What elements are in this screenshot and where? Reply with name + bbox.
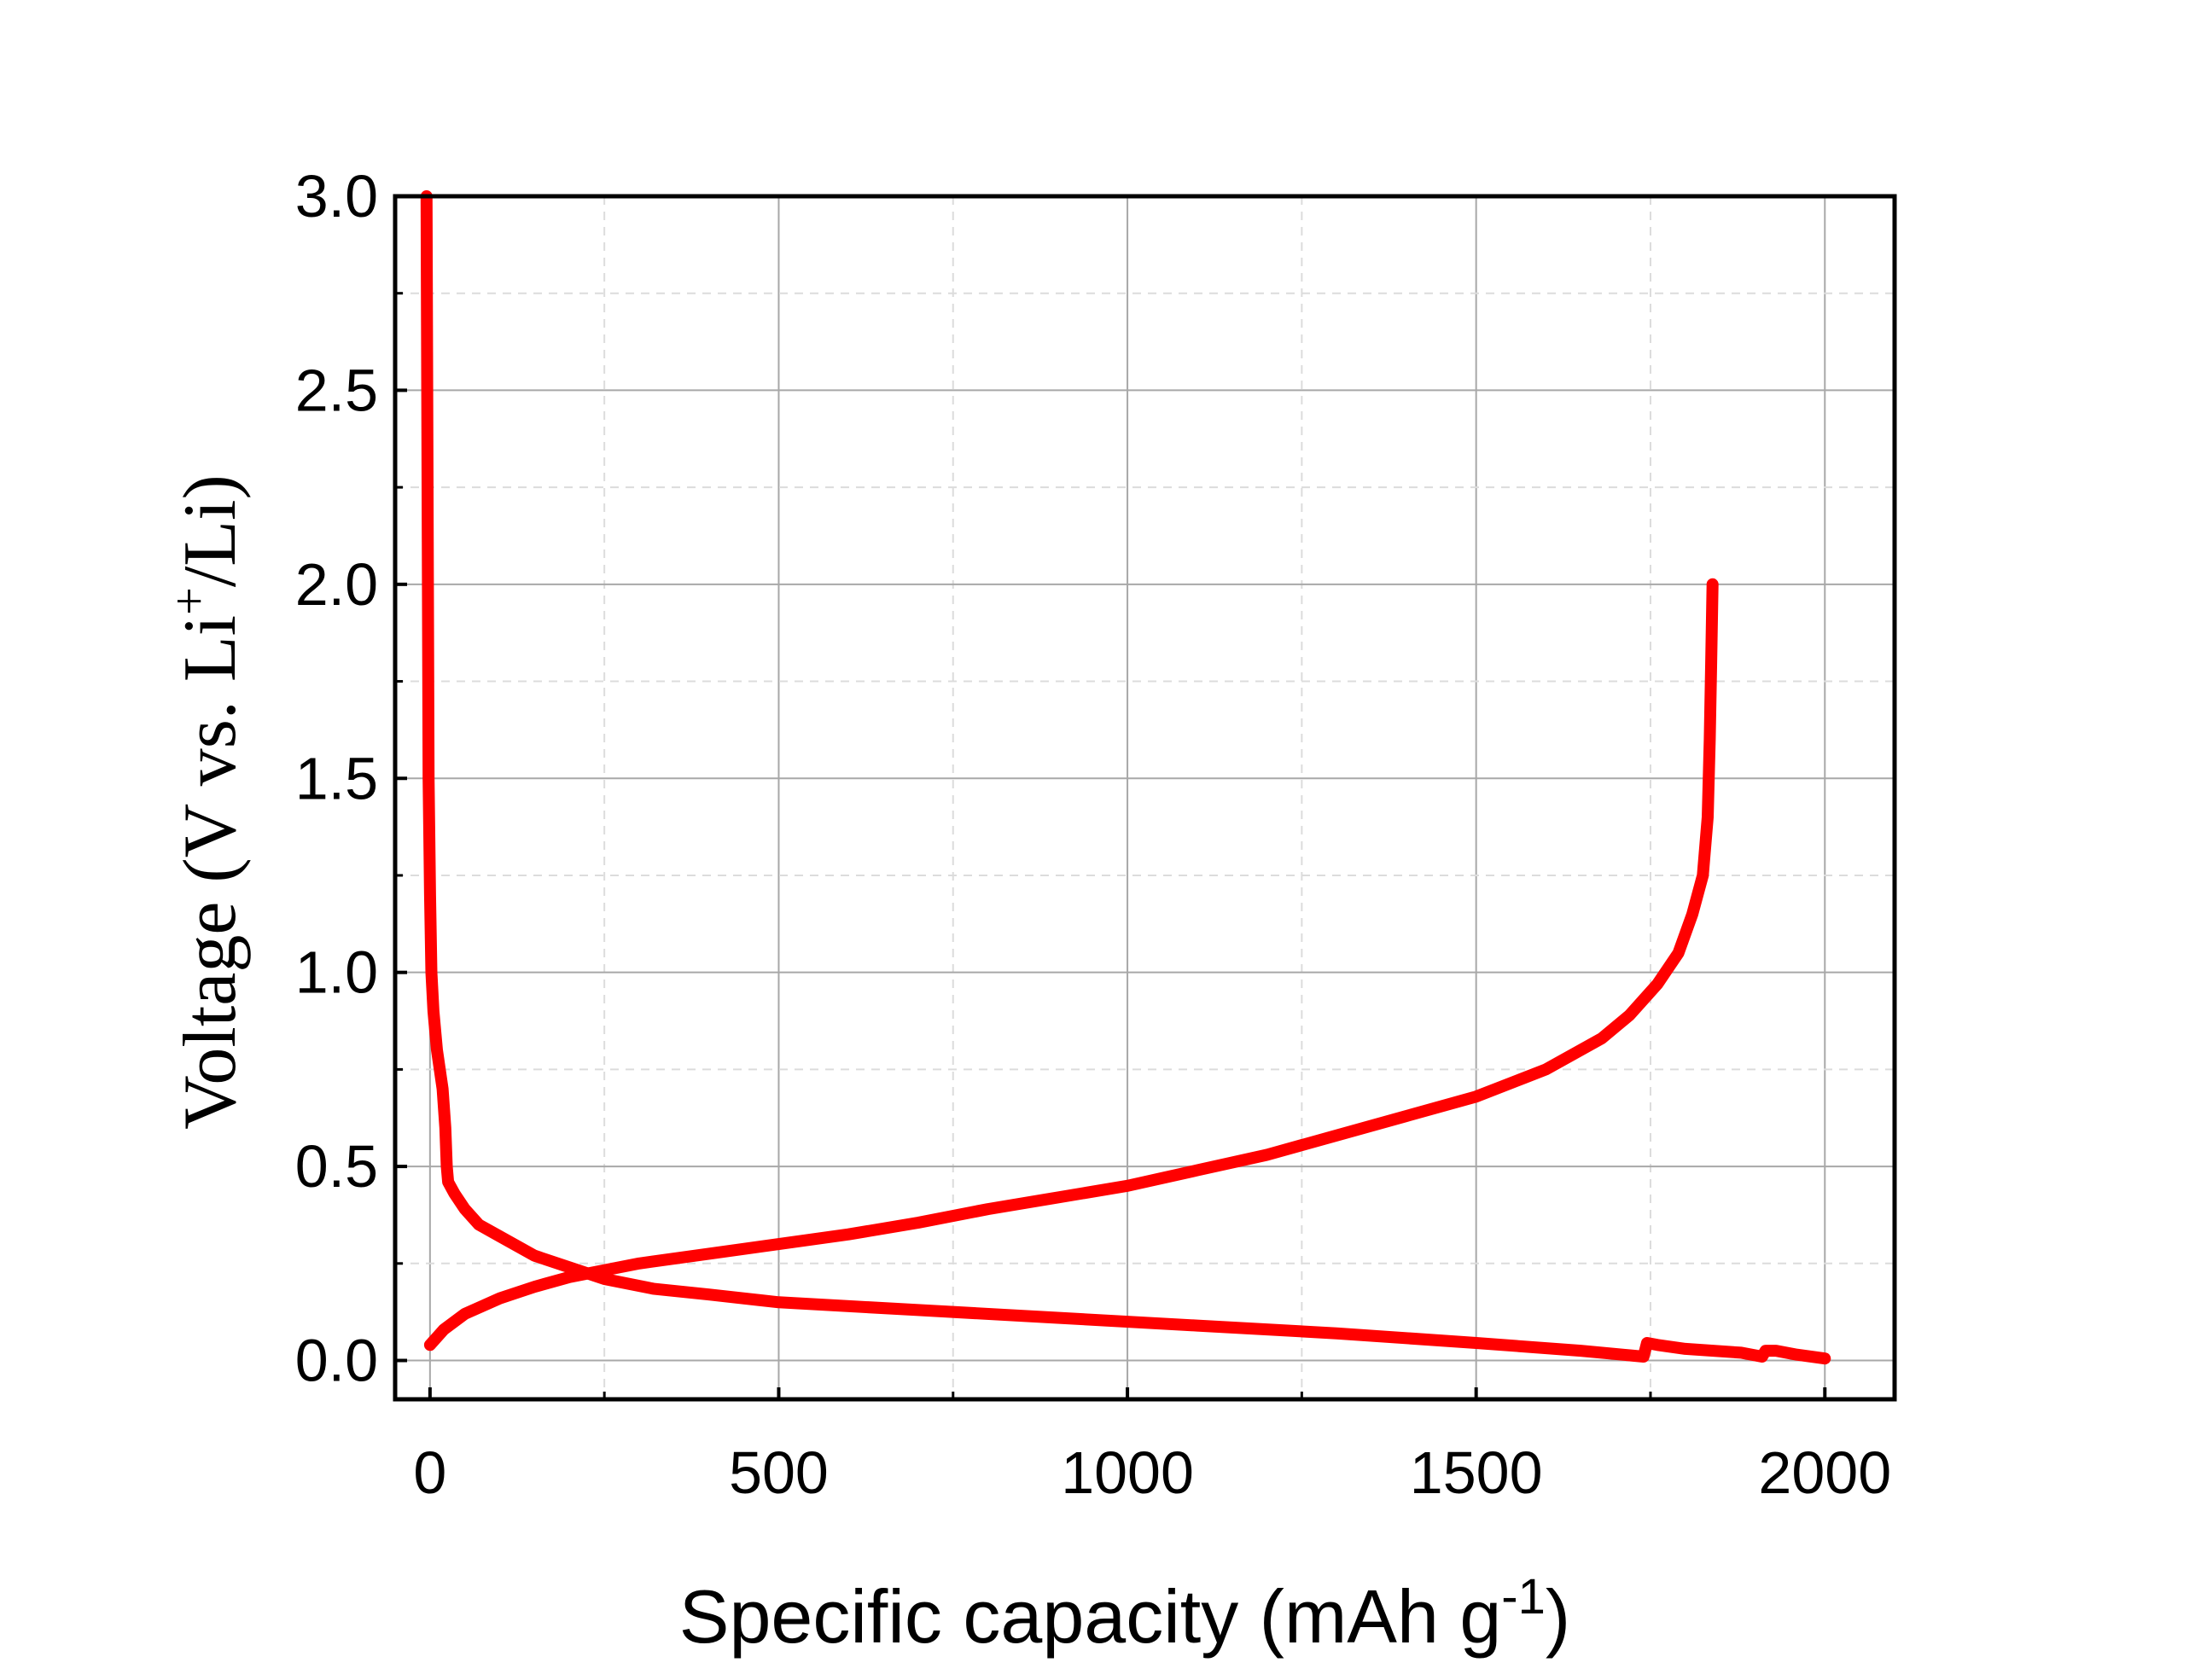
grid-lines <box>395 195 1895 1399</box>
series-line-1 <box>420 190 1831 1365</box>
y-tick-label: 0.5 <box>295 1133 378 1200</box>
y-tick-label: 3.0 <box>295 163 378 230</box>
y-tick-labels: 0.0 0.5 1.0 1.5 2.0 2.5 3.0 <box>295 163 378 1394</box>
y-tick-label: 2.0 <box>295 551 378 618</box>
axis-ticks <box>395 195 1827 1399</box>
x-tick-label: 2000 <box>1758 1439 1891 1506</box>
series-line-2 <box>423 578 1719 1352</box>
y-axis-label: Voltage (V vs. Li+/Li) <box>161 474 252 1130</box>
x-axis-label: Specific capacity (mAh g-1) <box>679 1569 1570 1659</box>
plot-frame <box>393 194 1897 1402</box>
y-tick-label: 2.5 <box>295 357 378 423</box>
x-axis-label-end: ) <box>1546 1574 1570 1659</box>
y-tick-label: 1.0 <box>295 939 378 1006</box>
y-tick-label: 0.0 <box>295 1328 378 1394</box>
y-axis-label-sup: + <box>161 587 217 615</box>
x-tick-label: 1000 <box>1061 1439 1194 1506</box>
y-axis-label-end: /Li) <box>169 474 252 587</box>
x-tick-labels: 0 500 1000 1500 2000 <box>413 1439 1891 1506</box>
series-lines <box>420 190 1831 1365</box>
x-tick-label: 0 <box>413 1439 446 1506</box>
x-tick-label: 1500 <box>1410 1439 1543 1506</box>
y-tick-label: 1.5 <box>295 745 378 811</box>
x-axis-label-sup: -1 <box>1501 1569 1546 1625</box>
x-tick-label: 500 <box>729 1439 829 1506</box>
